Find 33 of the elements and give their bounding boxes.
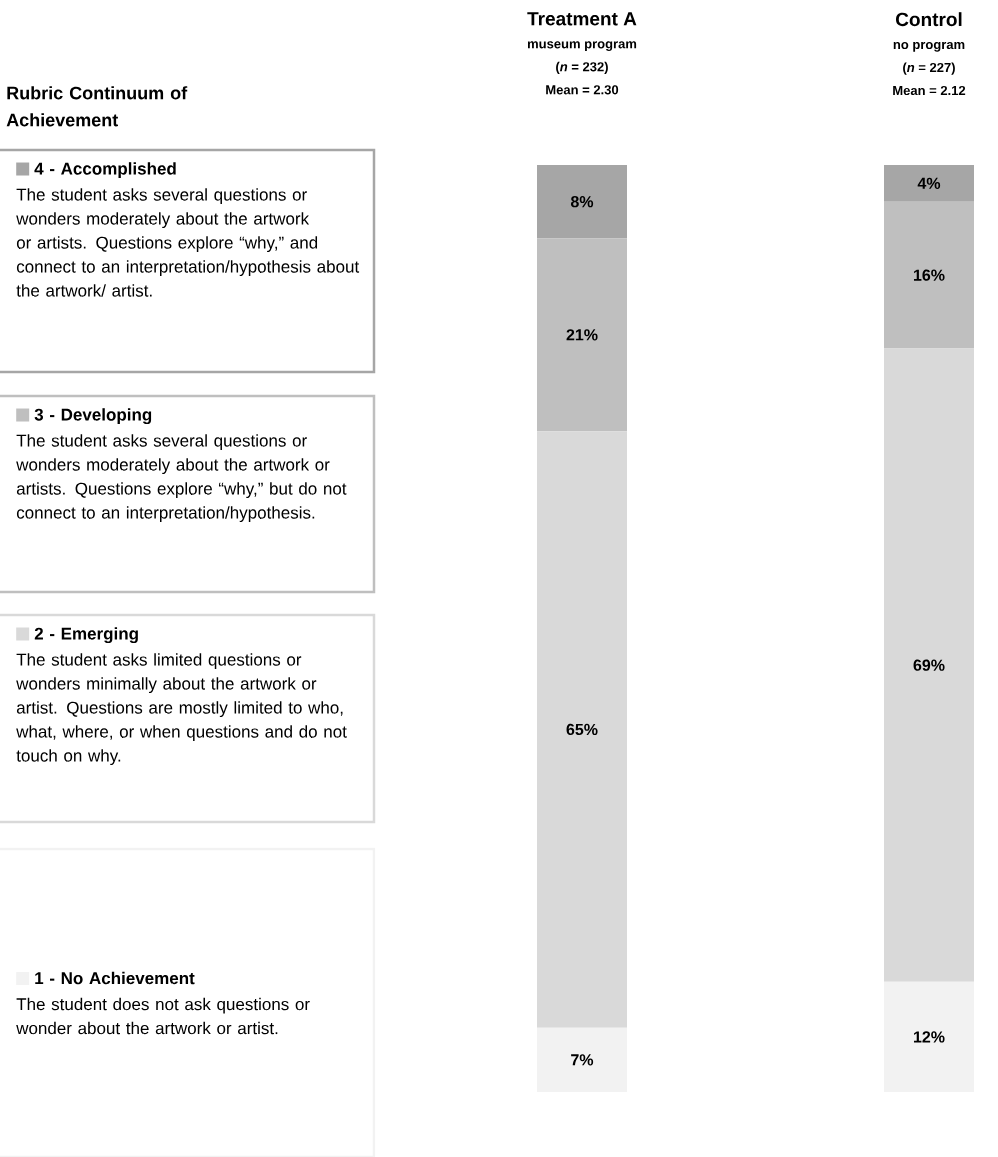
text: (n = 227) [903,62,955,75]
x-tick-label: Control [896,12,962,27]
legend-label: 4 - Accomplished [34,162,176,179]
bar [537,238,627,432]
text: Mean = 2.30 [546,85,619,95]
data-label: 8% [570,196,594,208]
legend-label: 3 - Developing [34,408,152,425]
text: (n = 232) [556,61,608,74]
text: The student does not ask questions or wonder about the artwork or artist. [16,997,310,1035]
data-label: 16% [913,269,945,281]
text: The student asks several questions or wonders moderately about the artwork or artists. Questions explore “why,” but do not connect to an interpretation/hypothesis. [16,434,347,523]
x-tick-label: Treatment A [527,12,637,26]
bar [537,431,627,1028]
legend-label: 1 - No Achievement [35,971,195,985]
bar [884,201,974,349]
text: museum program [527,41,637,52]
legend-label: 2 - Emerging [34,627,138,644]
data-label: 4% [917,177,941,189]
data-label: 69% [913,659,945,671]
text: Rubric Continuum of Achievement [6,86,188,127]
data-label: 7% [571,1054,594,1066]
bar [884,165,974,202]
bar [537,165,627,239]
data-label: 12% [913,1031,945,1043]
bar [884,981,974,1092]
bar [884,348,974,982]
text: The student asks limited questions or wonders minimally about the artwork or artist. Questions are mostly limited to who, what, where, or when questions and do not touch on why. [16,653,347,766]
text: no program [893,41,965,52]
data-label: 21% [566,329,598,341]
data-label: 65% [566,723,598,736]
text: Mean = 2.12 [893,85,966,96]
bar [537,1027,627,1092]
text: The student asks several questions or wonders moderately about the artwork or artists. Questions explore “why,” and connect to an interpretation/hypothesis about the artwork/ artist. [16,188,360,297]
